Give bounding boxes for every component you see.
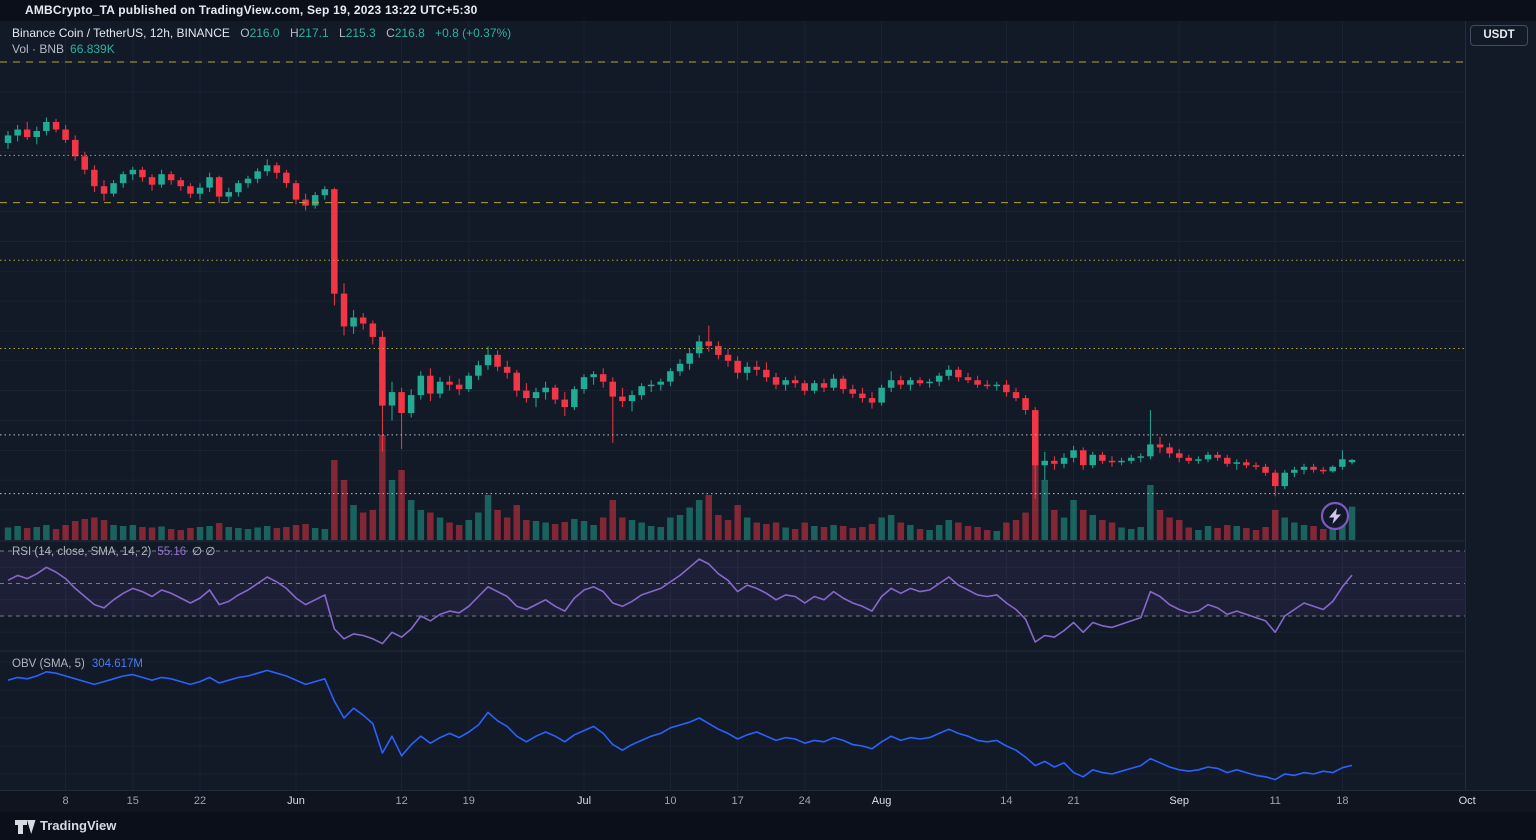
rsi-value: 55.16 xyxy=(157,546,187,558)
high-value: 217.1 xyxy=(298,26,329,40)
change-value: +0.8 (+0.37%) xyxy=(435,26,512,40)
time-axis[interactable]: 8 15 22 Jun 12 19 Jul 10 17 24 Aug 14 21 Sep 11 18 Oct xyxy=(0,790,1536,812)
day-tick-label: 21 xyxy=(1067,795,1080,807)
month-tick-label: Sep xyxy=(1169,795,1189,807)
month-tick-label: Jul xyxy=(576,795,592,807)
day-tick-label: 17 xyxy=(731,795,744,807)
volume-legend: Vol · BNB 66.839K xyxy=(12,42,115,56)
open-value: 216.0 xyxy=(249,26,280,40)
day-tick-label: 10 xyxy=(664,795,677,807)
boost-icon[interactable] xyxy=(1318,499,1352,533)
day-tick-label: 14 xyxy=(1000,795,1013,807)
symbol-title: Binance Coin / TetherUS, 12h, BINANCE xyxy=(12,26,230,40)
day-tick-label: 18 xyxy=(1336,795,1349,807)
day-tick-label: 22 xyxy=(193,795,207,807)
high-label: H xyxy=(289,26,299,40)
obv-legend: OBV (SMA, 5) 304.617M xyxy=(12,658,143,670)
close-value: 216.8 xyxy=(394,26,425,40)
rsi-hidden-values: ∅ ∅ xyxy=(192,546,216,558)
obv-value: 304.617M xyxy=(91,658,144,670)
day-tick-label: 19 xyxy=(462,795,475,807)
day-tick-label: 15 xyxy=(126,795,139,807)
currency-toggle-button[interactable]: USDT xyxy=(1470,25,1528,46)
symbol-legend: Binance Coin / TetherUS, 12h, BINANCE O2… xyxy=(12,26,511,40)
open-label: O xyxy=(240,26,250,40)
low-label: L xyxy=(339,26,346,40)
month-tick-label: Jun xyxy=(287,795,305,807)
volume-label: Vol · BNB xyxy=(12,42,65,56)
publish-info-bar: AMBCrypto_TA published on TradingView.co… xyxy=(0,0,1536,21)
rsi-legend: RSI (14, close, SMA, 14, 2) 55.16 ∅ ∅ xyxy=(12,544,215,558)
price-axis[interactable]: 340.0330.0310.0300.0290.0280.0270.0260.0… xyxy=(1465,21,1536,790)
month-tick-label: Oct xyxy=(1458,795,1476,807)
tradingview-logo-text[interactable]: TradingView xyxy=(40,818,117,833)
low-value: 215.3 xyxy=(345,26,376,40)
day-tick-label: 12 xyxy=(395,795,408,807)
tradingview-logo-icon[interactable] xyxy=(14,818,36,834)
rsi-title: RSI (14, close, SMA, 14, 2) xyxy=(12,546,152,558)
volume-value: 66.839K xyxy=(70,42,115,56)
day-tick-label: 8 xyxy=(62,795,69,807)
day-tick-label: 24 xyxy=(798,795,811,807)
obv-title: OBV (SMA, 5) xyxy=(12,658,85,670)
footer-bar: TradingView xyxy=(0,812,1536,840)
close-label: C xyxy=(386,26,395,40)
day-tick-label: 11 xyxy=(1269,795,1281,807)
publish-info-text: AMBCrypto_TA published on TradingView.co… xyxy=(25,3,478,17)
month-tick-label: Aug xyxy=(871,795,892,807)
